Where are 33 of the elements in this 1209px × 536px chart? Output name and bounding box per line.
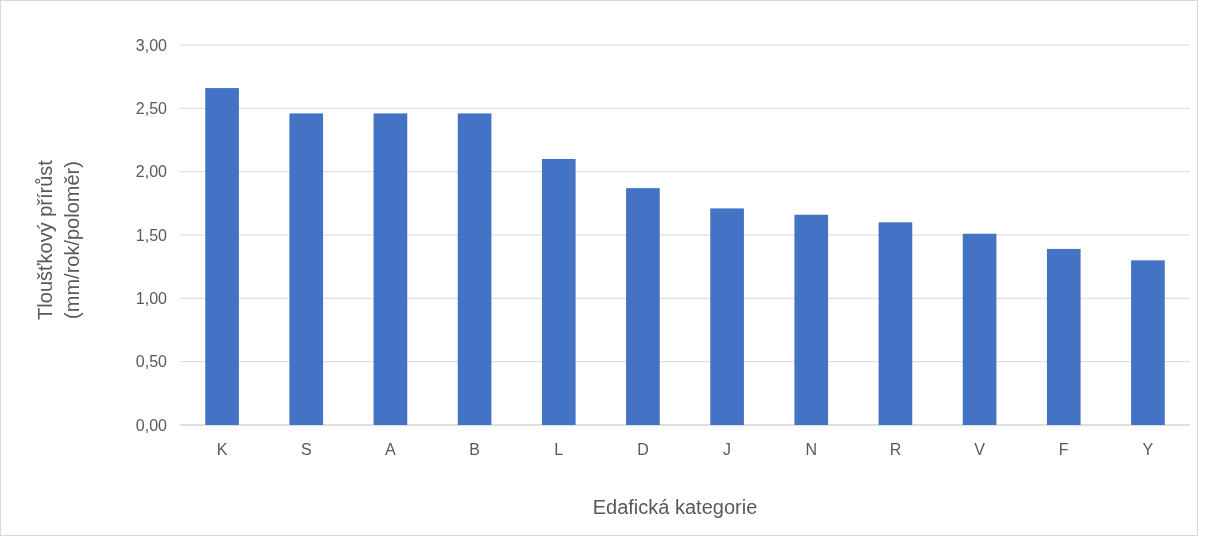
y-tick-label: 2,00: [135, 163, 168, 181]
x-tick-label: L: [554, 441, 564, 458]
x-tick-label: S: [300, 441, 312, 458]
x-tick-label: A: [385, 441, 397, 458]
bar: [878, 222, 913, 425]
bar: [794, 214, 829, 425]
y-axis-title: Tloušťkový přírůst (mm/rok/poloměr): [34, 159, 83, 320]
bar: [289, 113, 324, 425]
y-tick-label: 0,00: [135, 416, 168, 434]
bar: [626, 188, 660, 425]
y-tick-label: 2,50: [135, 99, 168, 117]
x-tick-label: N: [805, 441, 818, 458]
y-tick-label: 1,50: [135, 226, 168, 244]
x-tick-label: K: [216, 441, 228, 458]
bar: [962, 233, 997, 425]
x-tick-label: B: [469, 441, 480, 458]
bar: [1046, 248, 1081, 425]
x-tick-label: J: [723, 441, 732, 458]
y-tick-label: 3,00: [135, 36, 168, 54]
x-axis-title: Edafická kategorie: [592, 496, 758, 518]
x-tick-label: V: [974, 441, 986, 458]
x-tick-label: F: [1058, 441, 1069, 458]
bar: [205, 88, 239, 425]
bar: [457, 113, 492, 425]
x-tick-label: R: [889, 441, 902, 458]
bar: [373, 113, 408, 425]
bar: [710, 208, 744, 425]
y-tick-label: 0,50: [135, 353, 168, 371]
x-tick-label: Y: [1142, 441, 1154, 458]
bar: [541, 159, 576, 425]
y-tick-label: 1,00: [135, 289, 168, 307]
x-tick-label: D: [637, 441, 649, 458]
bar: [1131, 260, 1165, 425]
